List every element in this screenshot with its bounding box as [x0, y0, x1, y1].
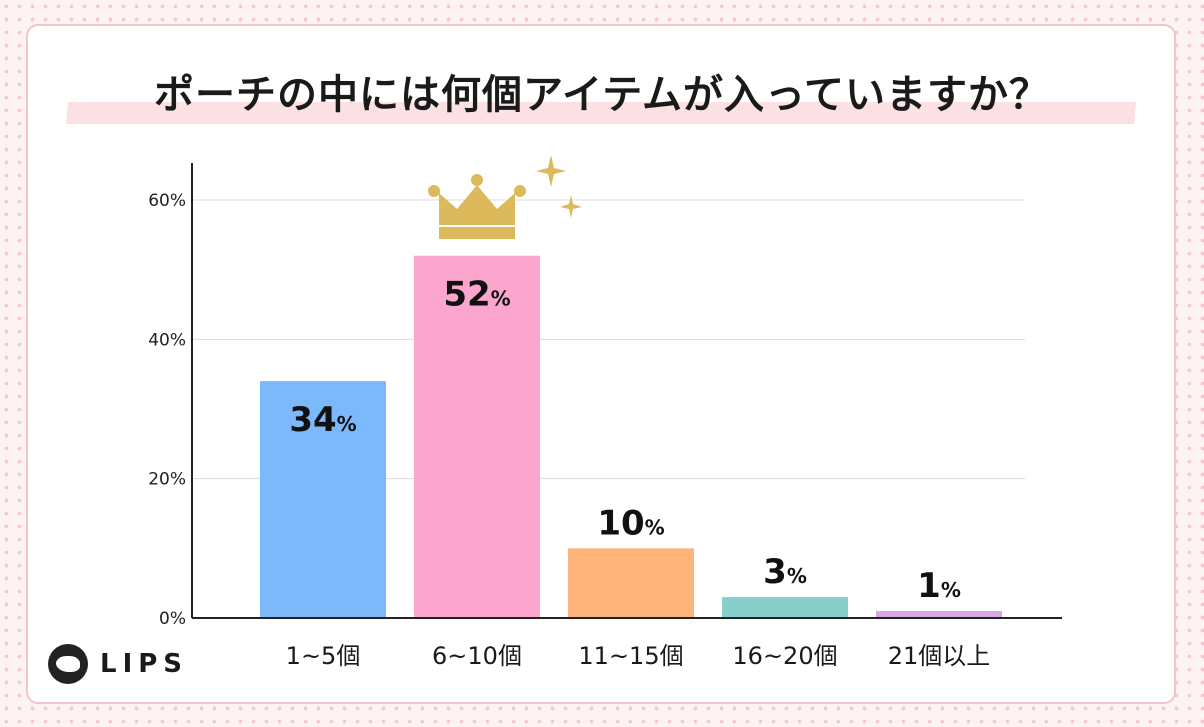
value-unit: %	[941, 578, 961, 602]
y-tick-label: 40%	[148, 330, 186, 350]
value-label: 10%	[597, 503, 664, 543]
value-number: 10	[597, 503, 644, 543]
lips-logo: LIPS	[48, 644, 188, 684]
bars	[260, 255, 1002, 618]
lips-logo-icon	[48, 644, 88, 684]
value-unit: %	[337, 412, 357, 436]
value-number: 1	[917, 566, 941, 606]
sparkle-icon	[536, 155, 582, 218]
value-number: 3	[763, 552, 787, 592]
x-tick-label: 21個以上	[888, 642, 991, 670]
bar	[876, 611, 1002, 618]
value-label: 52%	[443, 275, 510, 315]
x-axis-ticks: 1~5個 6~10個 11~15個 16~20個 21個以上	[286, 642, 991, 670]
value-label: 1%	[917, 566, 961, 606]
bar	[414, 255, 540, 618]
x-tick-label: 16~20個	[732, 642, 837, 670]
value-label: 34%	[289, 400, 356, 440]
value-unit: %	[645, 515, 665, 539]
logo-text: LIPS	[100, 649, 189, 679]
chart-title: ポーチの中には何個アイテムが入っていますか？	[154, 72, 1050, 118]
bar	[568, 548, 694, 618]
value-unit: %	[491, 287, 511, 311]
y-tick-label: 60%	[148, 191, 186, 211]
x-tick-label: 1~5個	[286, 642, 361, 670]
y-axis-ticks: 0% 20% 40% 60%	[148, 191, 186, 629]
y-tick-label: 20%	[148, 470, 186, 490]
crown-icon	[428, 174, 526, 239]
bar	[722, 597, 848, 618]
value-label: 3%	[763, 552, 807, 592]
value-labels: 34%52%10%3% 1%	[289, 275, 961, 606]
x-tick-label: 6~10個	[432, 642, 522, 670]
value-unit: %	[787, 564, 807, 588]
value-number: 34	[289, 400, 336, 440]
value-number: 52	[443, 275, 490, 315]
bar	[260, 381, 386, 618]
y-tick-label: 0%	[159, 609, 186, 629]
x-tick-label: 11~15個	[578, 642, 683, 670]
